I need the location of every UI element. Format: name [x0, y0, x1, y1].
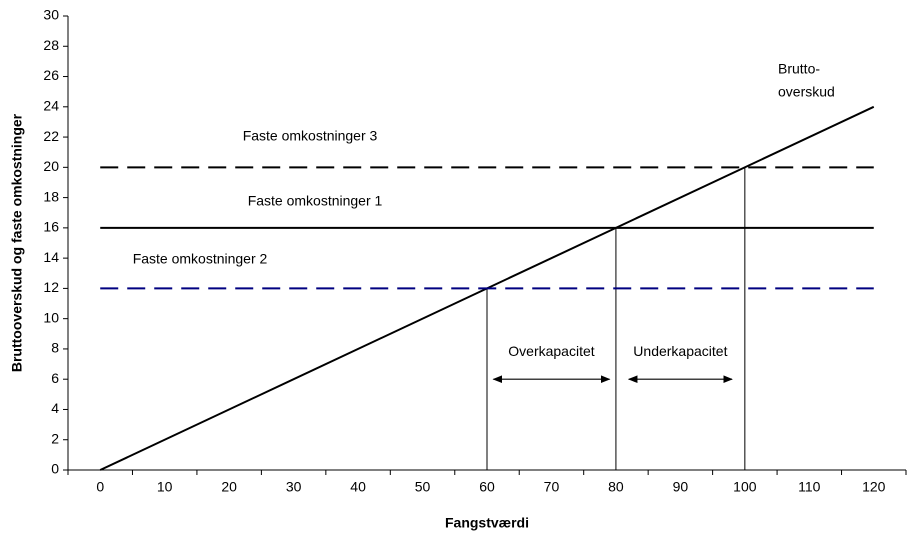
x-tick-label: 20 [221, 479, 237, 495]
range-label: Overkapacitet [508, 343, 594, 359]
y-tick-label: 10 [43, 309, 59, 325]
x-tick-label: 80 [608, 479, 624, 495]
y-tick-label: 22 [43, 128, 59, 144]
y-tick-label: 6 [51, 370, 59, 386]
y-axis-title: Bruttooverskud og faste omkostninger [9, 113, 25, 372]
series-label: Brutto- [778, 61, 820, 77]
series-label: Faste omkostninger 1 [248, 193, 383, 209]
x-tick-label: 90 [673, 479, 689, 495]
series-label: overskud [778, 84, 835, 100]
y-tick-label: 28 [43, 37, 59, 53]
y-tick-label: 8 [51, 340, 59, 356]
series-label: Faste omkostninger 3 [243, 128, 378, 144]
x-tick-label: 100 [733, 479, 757, 495]
x-tick-label: 40 [350, 479, 366, 495]
x-tick-label: 70 [544, 479, 560, 495]
range-label: Underkapacitet [633, 343, 727, 359]
y-tick-label: 12 [43, 279, 59, 295]
y-tick-label: 14 [43, 249, 59, 265]
x-axis-title: Fangstværdi [445, 515, 529, 531]
x-tick-label: 30 [286, 479, 302, 495]
x-tick-label: 50 [415, 479, 431, 495]
y-tick-label: 24 [43, 98, 59, 114]
x-tick-label: 10 [157, 479, 173, 495]
series-label: Faste omkostninger 2 [133, 251, 268, 267]
y-tick-label: 16 [43, 219, 59, 235]
y-tick-label: 20 [43, 158, 59, 174]
y-tick-label: 26 [43, 67, 59, 83]
y-tick-label: 4 [51, 400, 59, 416]
x-tick-label: 110 [798, 479, 821, 495]
x-tick-label: 60 [479, 479, 495, 495]
y-tick-label: 2 [51, 430, 59, 446]
x-tick-label: 0 [96, 479, 104, 495]
y-tick-label: 0 [51, 461, 59, 477]
y-tick-label: 18 [43, 188, 59, 204]
y-tick-label: 30 [43, 7, 59, 23]
x-tick-label: 120 [862, 479, 886, 495]
